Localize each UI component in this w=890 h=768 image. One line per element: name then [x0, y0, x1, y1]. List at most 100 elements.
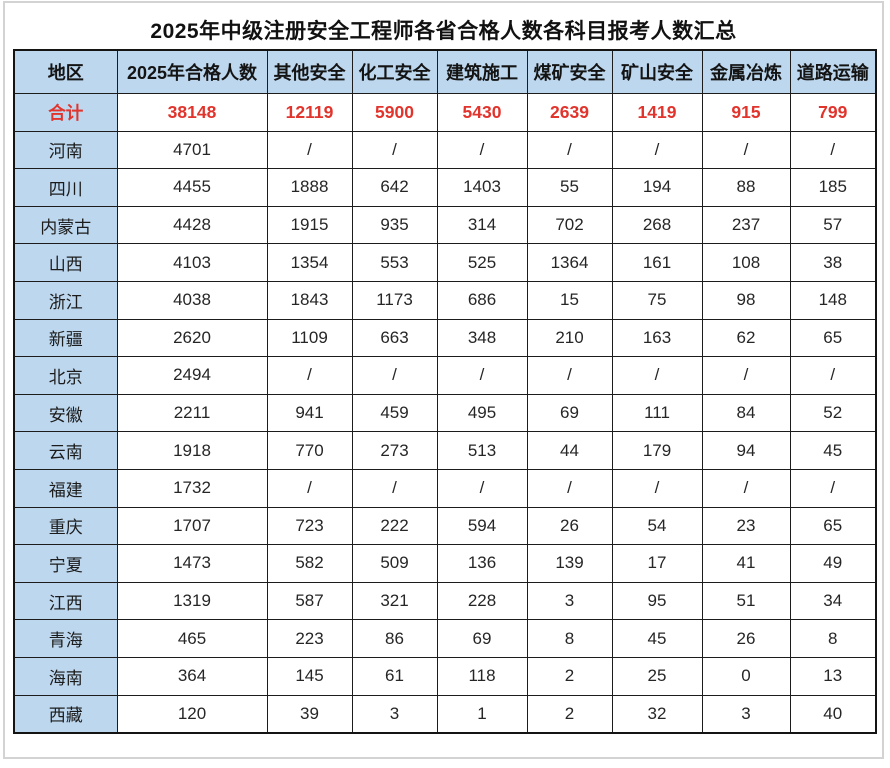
value-cell: 39: [266, 694, 353, 734]
region-cell: 合计: [13, 93, 118, 132]
region-cell: 宁夏: [13, 544, 118, 583]
column-header-3: 化工安全: [351, 49, 438, 94]
value-cell: /: [526, 130, 613, 170]
value-cell: 108: [701, 243, 791, 282]
value-cell: 941: [266, 393, 353, 433]
table-row: 西藏 120 39 3 1 2 32 3 40: [13, 694, 877, 734]
summary-table: 地区 2025年合格人数 其他安全 化工安全 建筑施工 煤矿安全 矿山安全 金属冶炼 道路运输 …: [13, 49, 877, 735]
value-cell: 13: [789, 656, 877, 696]
column-header-6: 矿山安全: [611, 49, 703, 94]
value-cell: 228: [436, 581, 528, 621]
value-cell: /: [436, 356, 528, 395]
value-cell: 3: [351, 694, 438, 734]
value-cell: 1843: [266, 280, 353, 320]
table-row: 重庆 1707 723 222 594 26 54 23 65: [13, 506, 877, 546]
value-cell: 45: [789, 431, 877, 470]
value-cell: 163: [611, 318, 703, 358]
value-cell: 75: [611, 280, 703, 320]
value-cell: 12119: [266, 93, 353, 132]
value-cell: 62: [701, 318, 791, 358]
value-cell: 1319: [116, 581, 268, 621]
value-cell: 3: [701, 694, 791, 734]
value-cell: 65: [789, 318, 877, 358]
table-body: 合计 38148 12119 5900 5430 2639 1419 915 799 河南 4701…: [13, 93, 877, 734]
header-row: 地区 2025年合格人数 其他安全 化工安全 建筑施工 煤矿安全 矿山安全 金属冶炼 道路运输: [13, 49, 877, 94]
column-header-1: 2025年合格人数: [116, 49, 268, 94]
value-cell: 1: [436, 694, 528, 734]
value-cell: 4103: [116, 243, 268, 282]
value-cell: /: [351, 130, 438, 170]
value-cell: 553: [351, 243, 438, 282]
table-row: 河南 4701// / / / / /: [13, 130, 877, 170]
value-cell: 4038: [116, 280, 268, 320]
value-cell: 44: [526, 431, 613, 470]
value-cell: 111: [611, 393, 703, 433]
value-cell: 8: [526, 619, 613, 658]
region-cell: 浙江: [13, 280, 118, 320]
value-cell: 41: [701, 544, 791, 583]
value-cell: 1732: [116, 468, 268, 508]
value-cell: 1473: [116, 544, 268, 583]
value-cell: 495: [436, 393, 528, 433]
value-cell: 161: [611, 243, 703, 282]
region-cell: 山西: [13, 243, 118, 282]
value-cell: 5900: [351, 93, 438, 132]
value-cell: 1403: [436, 168, 528, 207]
value-cell: 1354: [266, 243, 353, 282]
region-cell: 河南: [13, 130, 118, 170]
value-cell: 1918: [116, 431, 268, 470]
value-cell: 1419: [611, 93, 703, 132]
value-cell: /: [526, 468, 613, 508]
region-cell: 云南: [13, 431, 118, 470]
value-cell: 45: [611, 619, 703, 658]
column-header-8: 道路运输: [789, 49, 877, 94]
value-cell: 1364: [526, 243, 613, 282]
value-cell: 770: [266, 431, 353, 470]
column-header-7: 金属冶炼: [701, 49, 791, 94]
region-cell: 福建: [13, 468, 118, 508]
value-cell: 145: [266, 656, 353, 696]
region-cell: 北京: [13, 356, 118, 395]
value-cell: 237: [701, 205, 791, 245]
value-cell: 2620: [116, 318, 268, 358]
value-cell: 69: [436, 619, 528, 658]
value-cell: 26: [526, 506, 613, 546]
value-cell: 49: [789, 544, 877, 583]
table-title: 2025年中级注册安全工程师各省合格人数各科目报考人数汇总: [150, 20, 737, 43]
value-cell: /: [789, 356, 877, 395]
value-cell: 57: [789, 205, 877, 245]
value-cell: 4455: [116, 168, 268, 207]
value-cell: 25: [611, 656, 703, 696]
value-cell: 1888: [266, 168, 353, 207]
table-row: 宁夏 1473 582 509 136 139 17 41 49: [13, 544, 877, 583]
table-row: 新疆 2620 1109 663 348 210 163 62 65: [13, 318, 877, 358]
value-cell: 179: [611, 431, 703, 470]
value-cell: 26: [701, 619, 791, 658]
value-cell: 38: [789, 243, 877, 282]
region-cell: 西藏: [13, 694, 118, 734]
value-cell: /: [266, 130, 353, 170]
table-row: 海南 364 145 61 118 2 25 0 13: [13, 656, 877, 696]
value-cell: 364: [116, 656, 268, 696]
value-cell: 120: [116, 694, 268, 734]
value-cell: /: [701, 130, 791, 170]
region-cell: 新疆: [13, 318, 118, 358]
value-cell: 723: [266, 506, 353, 546]
value-cell: 148: [789, 280, 877, 320]
value-cell: 52: [789, 393, 877, 433]
value-cell: /: [266, 356, 353, 395]
column-header-5: 煤矿安全: [526, 49, 613, 94]
value-cell: 509: [351, 544, 438, 583]
value-cell: 642: [351, 168, 438, 207]
total-row: 合计 38148 12119 5900 5430 2639 1419 915 799: [13, 93, 877, 132]
value-cell: 268: [611, 205, 703, 245]
value-cell: 98: [701, 280, 791, 320]
value-cell: /: [611, 468, 703, 508]
value-cell: /: [701, 356, 791, 395]
value-cell: 594: [436, 506, 528, 546]
value-cell: 0: [701, 656, 791, 696]
value-cell: 38148: [116, 93, 268, 132]
table-row: 山西 4103 1354 553 525 1364 161 108 38: [13, 243, 877, 282]
value-cell: 935: [351, 205, 438, 245]
region-cell: 青海: [13, 619, 118, 658]
